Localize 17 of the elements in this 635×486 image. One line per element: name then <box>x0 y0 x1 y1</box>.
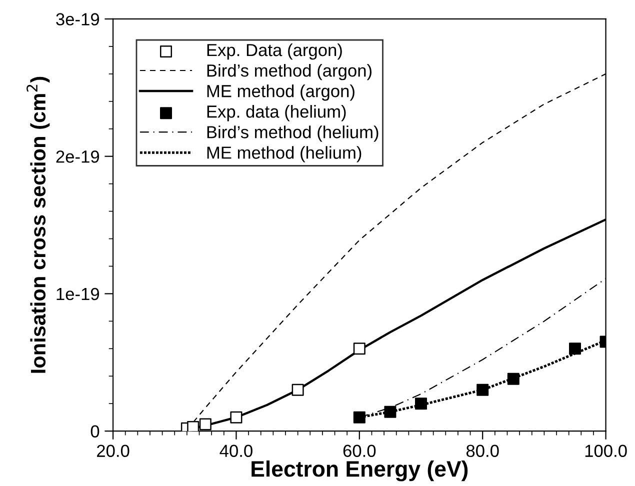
legend-label: Bird’s method (helium) <box>207 126 378 142</box>
x-tick-label: 100.0 <box>585 444 627 458</box>
y-tick-label: 1e-19 <box>56 288 100 300</box>
legend-label: ME method (argon) <box>207 84 354 101</box>
y-tick-label: 3e-19 <box>56 13 100 26</box>
y-axis-title: Ionisation cross section (cm$^{2}$) <box>26 76 50 373</box>
x-tick-label: 60.0 <box>343 444 376 458</box>
x-tick-label: 20.0 <box>97 444 130 458</box>
y-tick-label: 0 <box>90 425 100 438</box>
x-tick-label: 40.0 <box>220 444 252 458</box>
y-tick-label: 2e-19 <box>56 150 100 163</box>
legend-label: Bird’s method (argon) <box>207 64 372 80</box>
legend-label: Exp. Data (argon) <box>207 43 342 60</box>
legend-label: Exp. data (helium) <box>207 105 346 122</box>
x-axis-title: Electron Energy (eV) <box>252 460 468 482</box>
x-tick-label: 80.0 <box>466 444 499 458</box>
legend-label: ME method (helium) <box>207 146 362 162</box>
